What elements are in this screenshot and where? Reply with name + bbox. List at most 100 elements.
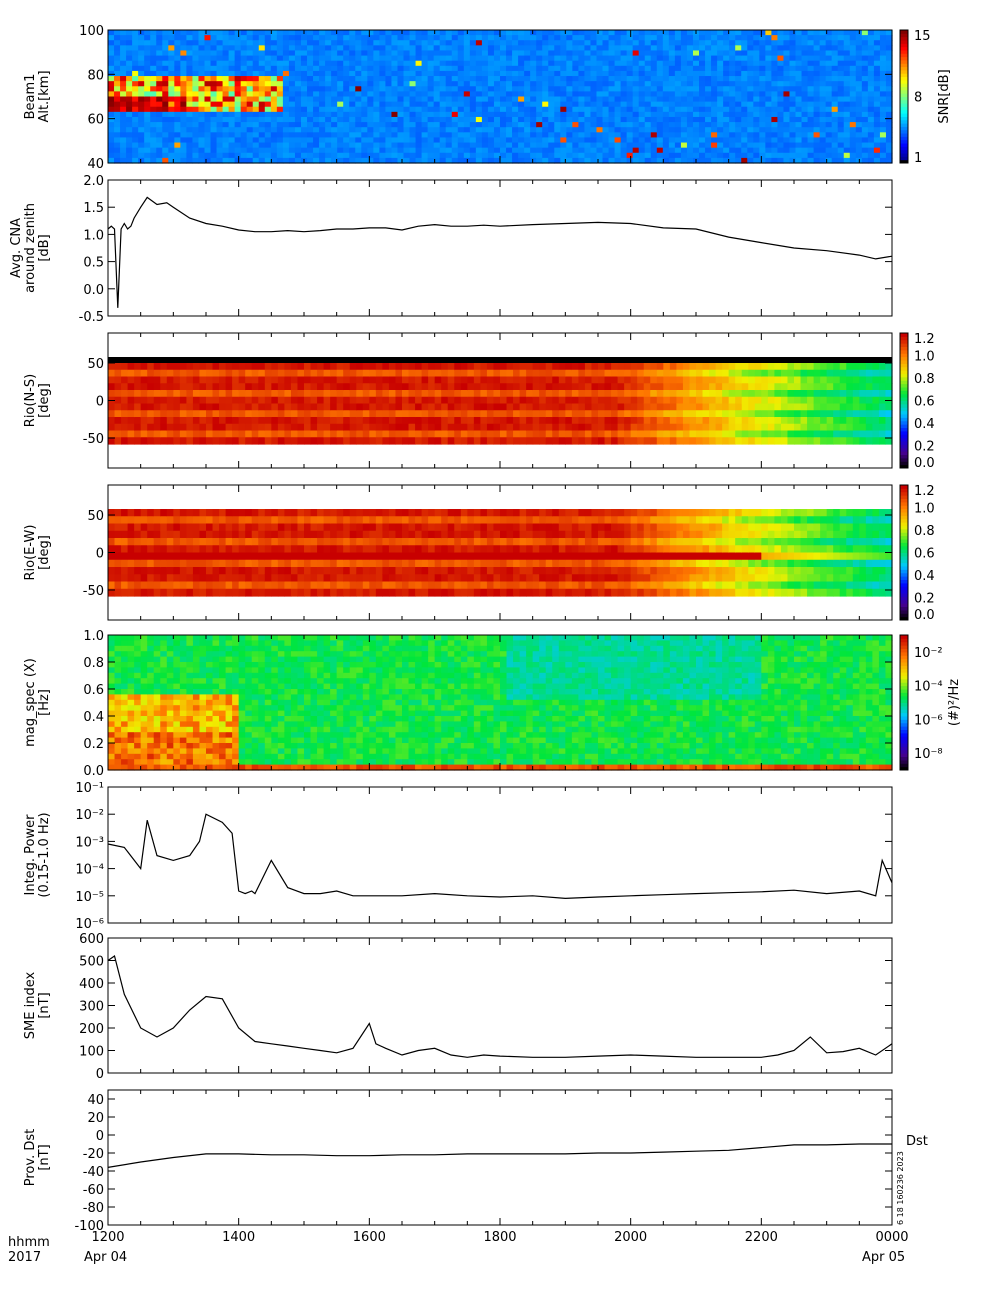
- rio-cell: [474, 431, 481, 438]
- snr-cell: [633, 127, 640, 133]
- rio-cell: [676, 437, 683, 444]
- rio-cell: [141, 370, 148, 377]
- snr-cell: [838, 30, 845, 36]
- rio-cell: [670, 390, 677, 397]
- snr-cell: [488, 102, 495, 108]
- snr-cell: [482, 45, 489, 51]
- snr-cell: [476, 56, 483, 62]
- snr-cell: [850, 127, 857, 133]
- snr-cell: [657, 117, 664, 123]
- snr-cell: [464, 56, 471, 62]
- snr-cell: [180, 122, 187, 128]
- rio-cell: [435, 404, 442, 411]
- rio-cell: [128, 390, 135, 397]
- snr-cell: [687, 30, 694, 36]
- snr-cell: [349, 86, 356, 92]
- snr-cell: [542, 35, 549, 41]
- rio-cell: [121, 431, 128, 438]
- snr-cell: [367, 153, 374, 159]
- rio-cell: [252, 431, 259, 438]
- rio-cell: [709, 397, 716, 404]
- snr-cell: [120, 71, 127, 77]
- snr-cell: [639, 40, 646, 46]
- snr-cell: [198, 56, 205, 62]
- snr-cell: [844, 66, 851, 72]
- rio-cell: [716, 437, 723, 444]
- snr-cell: [850, 45, 857, 51]
- snr-cell: [361, 137, 368, 143]
- snr-cell: [295, 61, 302, 67]
- snr-cell: [506, 97, 513, 103]
- rio-cell: [173, 397, 180, 404]
- snr-cell: [566, 35, 573, 41]
- rio-cell: [226, 377, 233, 384]
- snr-cell: [144, 97, 151, 103]
- rio-cell: [755, 437, 762, 444]
- snr-cell: [211, 76, 218, 82]
- snr-cell: [657, 76, 664, 82]
- panel-1-ytick-label: 1.0: [83, 228, 104, 243]
- rio-cell: [128, 431, 135, 438]
- snr-cell: [440, 143, 447, 149]
- snr-cell: [416, 153, 423, 159]
- rio-cell: [311, 417, 318, 424]
- snr-cell: [289, 45, 296, 51]
- snr-cell: [391, 30, 398, 36]
- snr-cell: [814, 143, 821, 149]
- snr-cell: [506, 132, 513, 138]
- snr-cell: [820, 71, 827, 77]
- panel-0-ylabel: Alt.[km]: [37, 70, 52, 122]
- snr-cell: [548, 102, 555, 108]
- snr-cell: [150, 107, 157, 113]
- rio-cell: [533, 370, 540, 377]
- rio-cell: [317, 397, 324, 404]
- snr-cell: [880, 40, 887, 46]
- snr-cell: [554, 107, 561, 113]
- snr-cell: [452, 45, 459, 51]
- rio-cell: [128, 377, 135, 384]
- snr-cell: [319, 56, 326, 62]
- rio-cell: [539, 390, 546, 397]
- snr-cell: [808, 76, 815, 82]
- snr-cell: [850, 81, 857, 87]
- rio-cell: [493, 404, 500, 411]
- rio-cell: [683, 397, 690, 404]
- snr-cell: [530, 61, 537, 67]
- snr-cell: [675, 132, 682, 138]
- snr-cell: [265, 40, 272, 46]
- snr-cell: [343, 127, 350, 133]
- rio-cell: [395, 377, 402, 384]
- snr-cell: [313, 35, 320, 41]
- snr-cell: [476, 97, 483, 103]
- snr-cell: [802, 91, 809, 97]
- snr-cell: [850, 76, 857, 82]
- snr-cell: [247, 81, 254, 87]
- snr-cell: [180, 148, 187, 154]
- snr-cell: [235, 117, 242, 123]
- snr-cell: [584, 153, 591, 159]
- snr-cell: [880, 91, 887, 97]
- snr-cell: [578, 40, 585, 46]
- snr-cell: [862, 97, 869, 103]
- rio-cell: [330, 363, 337, 370]
- snr-cell: [337, 127, 344, 133]
- rio-cell: [428, 431, 435, 438]
- rio-cell: [147, 431, 154, 438]
- snr-cell: [349, 81, 356, 87]
- snr-cell: [162, 66, 169, 72]
- snr-cell: [542, 102, 549, 108]
- snr-cell: [349, 122, 356, 128]
- snr-cell: [524, 61, 531, 67]
- snr-cell: [844, 143, 851, 149]
- snr-cell: [615, 132, 622, 138]
- snr-cell: [301, 117, 308, 123]
- snr-cell: [488, 153, 495, 159]
- snr-cell: [271, 97, 278, 103]
- snr-cell: [596, 107, 603, 113]
- rio-cell: [115, 431, 122, 438]
- snr-cell: [506, 112, 513, 118]
- snr-cell: [578, 137, 585, 143]
- snr-cell: [880, 137, 887, 143]
- snr-cell: [868, 30, 875, 36]
- snr-cell: [422, 112, 429, 118]
